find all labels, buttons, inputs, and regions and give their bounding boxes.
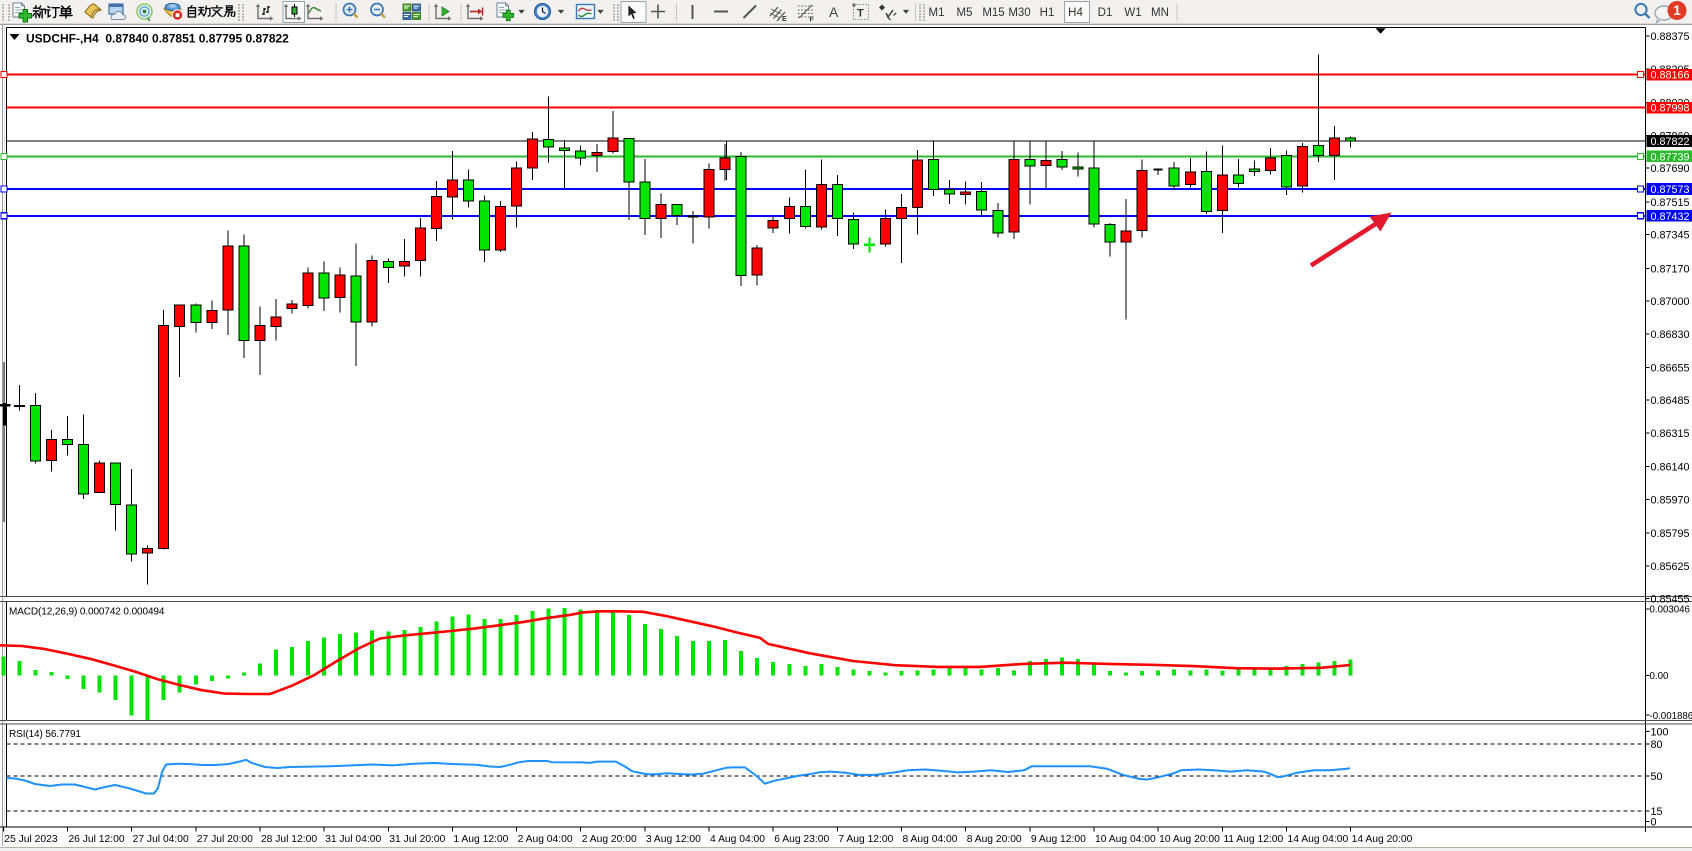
svg-text:0.87822: 0.87822 [1651, 136, 1690, 148]
svg-text:80: 80 [1651, 739, 1663, 751]
svg-text:0.85455: 0.85455 [1651, 594, 1690, 606]
svg-text:15: 15 [1651, 806, 1663, 818]
svg-text:1 Aug 12:00: 1 Aug 12:00 [453, 834, 508, 845]
svg-text:0.003046: 0.003046 [1650, 605, 1690, 616]
svg-text:0.88166: 0.88166 [1651, 70, 1690, 82]
svg-text:3 Aug 12:00: 3 Aug 12:00 [646, 834, 701, 845]
svg-text:H4: H4 [1068, 7, 1083, 19]
svg-text:0.85625: 0.85625 [1651, 561, 1690, 573]
svg-text:0.86140: 0.86140 [1651, 462, 1690, 474]
svg-text:0.85970: 0.85970 [1651, 494, 1690, 506]
svg-text:0.85795: 0.85795 [1651, 528, 1690, 540]
svg-text:0.87739: 0.87739 [1651, 151, 1690, 163]
svg-text:10 Aug 20:00: 10 Aug 20:00 [1159, 834, 1220, 845]
svg-text:USDCHF-,H4 0.87840 0.87851 0.: USDCHF-,H4 0.87840 0.87851 0.87795 0.878… [26, 32, 289, 46]
svg-text:31 Jul 20:00: 31 Jul 20:00 [389, 834, 445, 845]
svg-text:0.86485: 0.86485 [1651, 395, 1690, 407]
svg-text:7 Aug 12:00: 7 Aug 12:00 [838, 834, 893, 845]
svg-text:0.88375: 0.88375 [1651, 31, 1690, 43]
svg-text:0.87432: 0.87432 [1651, 211, 1690, 223]
svg-text:M5: M5 [957, 7, 973, 19]
svg-text:10 Aug 04:00: 10 Aug 04:00 [1095, 834, 1156, 845]
svg-text:0.86830: 0.86830 [1651, 329, 1690, 341]
svg-text:0.00: 0.00 [1650, 671, 1669, 682]
svg-text:4 Aug 04:00: 4 Aug 04:00 [710, 834, 765, 845]
svg-text:11 Aug 12:00: 11 Aug 12:00 [1223, 834, 1283, 845]
svg-text:0.86315: 0.86315 [1651, 428, 1690, 440]
svg-text:50: 50 [1651, 771, 1663, 783]
svg-text:26 Jul 12:00: 26 Jul 12:00 [68, 834, 124, 845]
svg-text:2 Aug 04:00: 2 Aug 04:00 [518, 834, 573, 845]
svg-text:M30: M30 [1008, 7, 1030, 19]
svg-text:27 Jul 20:00: 27 Jul 20:00 [197, 834, 253, 845]
svg-text:9 Aug 12:00: 9 Aug 12:00 [1031, 834, 1086, 845]
svg-text:14 Aug 20:00: 14 Aug 20:00 [1352, 834, 1413, 845]
svg-text:0.87000: 0.87000 [1651, 296, 1690, 308]
svg-text:8 Aug 04:00: 8 Aug 04:00 [903, 834, 958, 845]
svg-text:W1: W1 [1124, 7, 1141, 19]
svg-text:14 Aug 04:00: 14 Aug 04:00 [1288, 834, 1349, 845]
svg-text:MACD(12,26,9) 0.000742 0.00049: MACD(12,26,9) 0.000742 0.000494 [9, 607, 165, 618]
svg-text:T: T [857, 8, 864, 20]
svg-text:8 Aug 20:00: 8 Aug 20:00 [967, 834, 1022, 845]
svg-text:0.86655: 0.86655 [1651, 362, 1690, 374]
svg-text:D1: D1 [1098, 7, 1113, 19]
svg-text:28 Jul 12:00: 28 Jul 12:00 [261, 834, 317, 845]
svg-text:2 Aug 20:00: 2 Aug 20:00 [582, 834, 637, 845]
svg-text:1: 1 [1673, 3, 1681, 18]
svg-text:0: 0 [1651, 817, 1657, 829]
svg-text:0.87345: 0.87345 [1651, 230, 1690, 242]
svg-text:100: 100 [1651, 727, 1669, 739]
svg-text:0.87690: 0.87690 [1651, 163, 1690, 175]
svg-text:25 Jul 2023: 25 Jul 2023 [4, 834, 58, 845]
svg-text:RSI(14) 56.7791: RSI(14) 56.7791 [9, 729, 81, 740]
svg-text:MN: MN [1151, 7, 1169, 19]
svg-text:27 Jul 04:00: 27 Jul 04:00 [133, 834, 189, 845]
svg-text:6 Aug 23:00: 6 Aug 23:00 [774, 834, 829, 845]
svg-text:0.87573: 0.87573 [1651, 184, 1690, 196]
svg-text:F: F [810, 17, 815, 24]
svg-text:-0.001886: -0.001886 [1650, 711, 1692, 722]
svg-text:0.87998: 0.87998 [1651, 103, 1690, 115]
svg-text:31 Jul 04:00: 31 Jul 04:00 [325, 834, 381, 845]
svg-text:A: A [829, 4, 839, 20]
svg-text:M15: M15 [982, 7, 1004, 19]
svg-text:0.87515: 0.87515 [1651, 197, 1690, 209]
svg-text:0.87170: 0.87170 [1651, 263, 1690, 275]
svg-text:H1: H1 [1040, 7, 1055, 19]
svg-text:E: E [782, 16, 787, 23]
svg-text:M1: M1 [929, 7, 945, 19]
